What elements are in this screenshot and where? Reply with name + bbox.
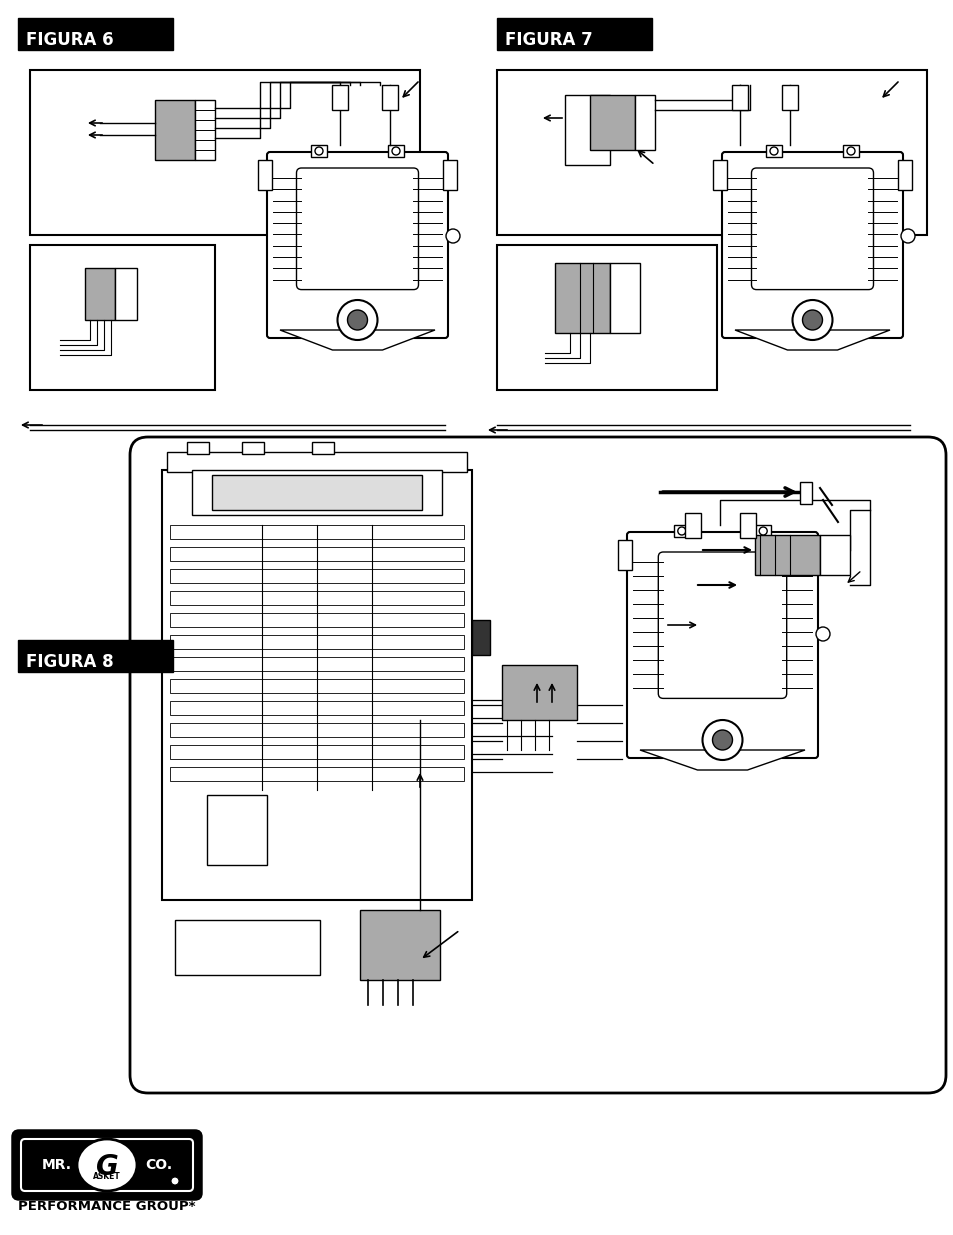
Bar xyxy=(442,161,456,190)
Bar xyxy=(170,657,463,671)
Bar xyxy=(332,85,348,110)
FancyBboxPatch shape xyxy=(721,152,902,338)
Circle shape xyxy=(347,310,367,330)
Ellipse shape xyxy=(77,1139,137,1191)
Bar xyxy=(167,452,467,472)
Bar xyxy=(684,513,700,538)
Polygon shape xyxy=(734,330,889,350)
Circle shape xyxy=(701,720,741,760)
FancyBboxPatch shape xyxy=(267,152,448,338)
Circle shape xyxy=(792,300,832,340)
Bar xyxy=(174,920,319,974)
Bar xyxy=(842,144,858,157)
Bar xyxy=(897,161,911,190)
Bar xyxy=(257,161,272,190)
Bar xyxy=(589,95,635,149)
Bar xyxy=(242,442,264,454)
Circle shape xyxy=(446,228,459,243)
Bar xyxy=(388,144,403,157)
Circle shape xyxy=(900,228,914,243)
Bar xyxy=(170,767,463,781)
Bar xyxy=(194,100,214,161)
Text: PERFORMANCE GROUP*: PERFORMANCE GROUP* xyxy=(18,1200,195,1214)
FancyBboxPatch shape xyxy=(626,532,817,758)
Bar xyxy=(30,70,419,235)
Bar xyxy=(170,745,463,760)
Circle shape xyxy=(337,300,377,340)
Bar xyxy=(187,442,209,454)
Bar xyxy=(609,263,639,333)
Bar xyxy=(740,513,755,538)
Bar xyxy=(497,70,926,235)
Bar xyxy=(311,144,327,157)
Circle shape xyxy=(846,147,854,156)
Text: MR.: MR. xyxy=(42,1158,71,1172)
Bar xyxy=(18,19,172,49)
Circle shape xyxy=(712,730,732,750)
Bar xyxy=(170,701,463,715)
Text: G: G xyxy=(95,1153,118,1181)
Bar xyxy=(497,19,651,49)
Bar xyxy=(170,525,463,538)
Bar xyxy=(501,664,577,720)
Bar xyxy=(170,679,463,693)
Bar xyxy=(800,482,811,504)
Bar xyxy=(497,245,717,390)
Circle shape xyxy=(769,147,778,156)
Polygon shape xyxy=(280,330,435,350)
Bar xyxy=(820,535,849,576)
Bar xyxy=(754,535,820,576)
Bar xyxy=(359,910,439,981)
FancyBboxPatch shape xyxy=(13,1131,201,1199)
Bar xyxy=(212,475,421,510)
Bar xyxy=(115,268,137,320)
Circle shape xyxy=(815,627,829,641)
Text: CO.: CO. xyxy=(145,1158,172,1172)
Bar xyxy=(755,525,770,537)
FancyBboxPatch shape xyxy=(296,168,418,289)
Text: FIGURA 6: FIGURA 6 xyxy=(26,31,113,49)
Circle shape xyxy=(801,310,821,330)
Bar xyxy=(170,613,463,627)
Bar xyxy=(731,85,747,110)
Bar xyxy=(472,620,490,655)
Bar xyxy=(170,547,463,561)
Circle shape xyxy=(677,527,685,535)
FancyBboxPatch shape xyxy=(751,168,873,289)
Bar xyxy=(170,722,463,737)
Bar xyxy=(207,795,267,864)
Circle shape xyxy=(171,1177,179,1186)
Bar xyxy=(170,592,463,605)
Bar xyxy=(635,95,655,149)
FancyBboxPatch shape xyxy=(21,1139,193,1191)
Circle shape xyxy=(314,147,323,156)
Bar xyxy=(781,85,797,110)
Bar xyxy=(812,540,826,571)
Bar xyxy=(381,85,397,110)
Bar xyxy=(18,640,172,672)
Bar xyxy=(170,635,463,650)
Bar xyxy=(162,471,472,900)
Bar xyxy=(154,100,194,161)
Circle shape xyxy=(392,147,399,156)
Text: FIGURA 8: FIGURA 8 xyxy=(26,653,113,671)
FancyBboxPatch shape xyxy=(658,552,786,699)
Bar xyxy=(85,268,115,320)
Bar xyxy=(170,569,463,583)
Circle shape xyxy=(759,527,766,535)
Text: FIGURA 7: FIGURA 7 xyxy=(504,31,592,49)
Polygon shape xyxy=(639,750,804,769)
Bar xyxy=(312,442,334,454)
FancyBboxPatch shape xyxy=(130,437,945,1093)
Bar xyxy=(712,161,726,190)
Bar xyxy=(30,245,214,390)
Bar xyxy=(618,540,631,571)
Bar xyxy=(192,471,441,515)
Bar xyxy=(765,144,781,157)
Bar xyxy=(673,525,689,537)
Bar xyxy=(555,263,609,333)
Bar xyxy=(564,95,609,165)
Text: ASKET: ASKET xyxy=(93,1172,121,1182)
